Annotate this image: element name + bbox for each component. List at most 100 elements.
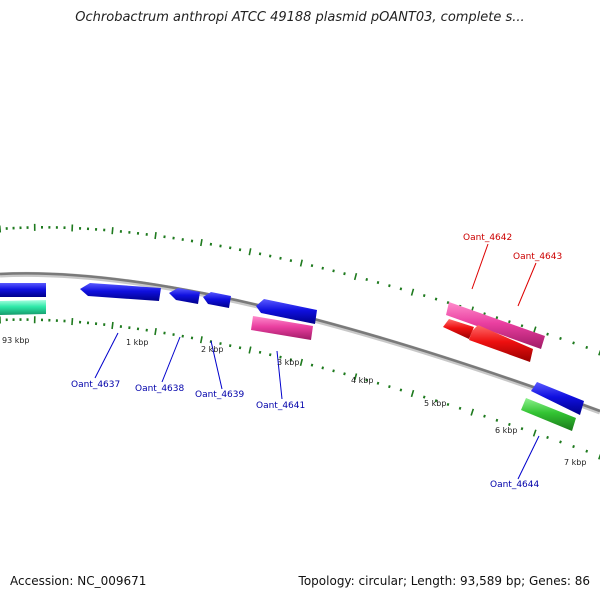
outer-track-minor-tick [388,284,391,288]
outer-track-minor-tick [434,297,438,301]
inner-track-major-tick [71,318,74,326]
gene-arrow-oant4638[interactable] [169,288,200,304]
gene-arrow-oant4637[interactable] [80,283,161,301]
inner-track-minor-tick [495,418,499,422]
tick-label-5kbp: 5 kbp [424,399,446,408]
inner-track-minor-tick [268,353,272,357]
inner-track-minor-tick [572,445,575,449]
gene-arrow-pink-3kbp[interactable] [251,316,313,340]
genes [0,283,584,431]
outer-track-minor-tick [585,345,589,349]
outer-track-major-tick [111,227,114,235]
inner-track-minor-tick [258,350,262,354]
inner-track-major-tick [111,321,114,330]
gene-labels: Oant_4637 Oant_4638 Oant_4639 Oant_4641 … [71,233,562,490]
tick-label-7kbp: 7 kbp [564,458,586,467]
inner-track-major-tick [299,358,304,366]
gene-arrow-oant4642[interactable] [446,302,545,349]
outer-track-minor-tick [289,259,293,263]
inner-track-major-tick [598,453,600,460]
outer-track-minor-tick [422,294,426,298]
outer-track-minor-tick [520,324,524,328]
outer-track-minor-tick [258,252,262,256]
gene-arrow-93kbp[interactable] [0,283,46,297]
outer-track-minor-tick [559,336,562,341]
leader-oant4644 [517,435,540,480]
gene-label-oant4642[interactable]: Oant_4642 [463,233,512,243]
inner-track-minor-tick [422,395,426,399]
inner-track-minor-tick [343,372,346,376]
inner-track-minor-tick [399,388,403,392]
label-leaders [94,243,540,480]
outer-track-minor-tick [508,320,511,324]
inner-track-minor-tick [321,366,325,370]
inner-track-minor-tick [546,435,549,440]
inner-track-minor-tick [458,406,462,410]
inner-track-major-tick [248,346,252,354]
gene-label-oant4637[interactable]: Oant_4637 [71,380,120,390]
outer-track-minor-tick [332,269,335,273]
tick-label-1kbp: 1 kbp [126,338,148,347]
outer-track-minor-tick [343,272,346,276]
tick-marks [0,223,600,460]
gene-label-oant4641[interactable]: Oant_4641 [256,401,305,411]
leader-oant4638 [161,336,181,383]
gene-arrow-red-1[interactable] [443,319,474,339]
inner-track-major-tick [410,389,415,398]
outer-track-major-tick [248,248,252,256]
outer-track-minor-tick [310,264,314,268]
map-title: Ochrobactrum anthropi ATCC 49188 plasmid… [75,10,525,25]
tick-label-93kbp: 93 kbp [2,336,30,345]
inner-track-minor-tick [520,427,524,431]
inner-track-minor-tick [376,381,380,385]
inner-track-minor-tick [289,358,293,362]
inner-track-major-tick [353,373,358,381]
outer-track-major-tick [299,259,303,267]
gene-arrow-oant4639[interactable] [203,292,231,308]
leader-oant4637 [94,332,119,379]
gene-arrow-oant4641[interactable] [256,299,317,324]
inner-track-minor-tick [219,342,222,346]
tick-label-2kbp: 2 kbp [201,345,223,354]
leader-oant4643 [517,262,537,307]
inner-track-minor-tick [483,414,486,418]
outer-track-minor-tick [376,281,380,285]
tick-labels: 93 kbp 1 kbp 2 kbp 3 kbp 4 kbp 5 kbp 6 k… [2,336,586,467]
outer-track-minor-tick [446,301,450,305]
outer-track-minor-tick [546,332,549,336]
gene-label-oant4643[interactable]: Oant_4643 [513,252,562,262]
inner-track-minor-tick [559,440,562,444]
leader-oant4642 [471,243,489,290]
gene-arrow-oant4644[interactable] [521,398,576,431]
inner-track-minor-tick [434,399,438,403]
inner-track-minor-tick [508,422,511,427]
inner-track-minor-tick [310,363,314,367]
outer-track-minor-tick [268,254,272,258]
gene-arrow-oant4643[interactable] [469,325,533,362]
tick-label-6kbp: 6 kbp [495,426,517,435]
inner-track-major-tick [470,408,475,416]
gene-label-oant4639[interactable]: Oant_4639 [195,390,245,400]
accession-text: Accession: NC_009671 [10,574,147,588]
gene-label-oant4644[interactable]: Oant_4644 [490,480,540,490]
topology-summary: Topology: circular; Length: 93,589 bp; G… [298,574,590,588]
inner-track-major-tick [532,429,537,437]
tick-label-3kbp: 3 kbp [277,358,299,367]
inner-track-minor-tick [446,402,450,407]
inner-track-minor-tick [365,378,369,382]
outer-track-major-tick [154,231,157,240]
inner-track-minor-tick [388,385,391,389]
gene-arrow-teal[interactable] [0,300,46,315]
gene-arrow-oant4644-blue[interactable] [531,382,584,415]
outer-track-minor-tick [495,316,499,320]
leader-oant4641 [276,350,283,400]
outer-track-major-tick [353,272,358,281]
tick-label-4kbp: 4 kbp [351,376,373,385]
inner-track-major-tick [199,336,203,344]
outer-track-minor-tick [572,341,575,345]
gene-label-oant4638[interactable]: Oant_4638 [135,384,185,394]
outer-track-major-tick [410,288,415,296]
outer-track-minor-tick [365,277,369,282]
outer-track-minor-tick [238,248,242,252]
